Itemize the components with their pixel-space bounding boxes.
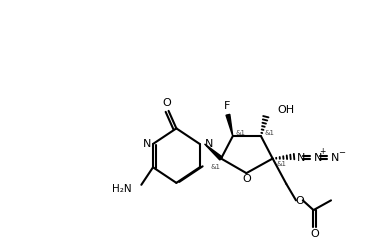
Text: H₂N: H₂N — [112, 184, 132, 194]
Text: N: N — [313, 152, 322, 163]
Text: &1: &1 — [210, 164, 220, 170]
Text: N: N — [204, 139, 213, 149]
Text: N: N — [143, 139, 151, 149]
Text: +: + — [319, 147, 326, 156]
Text: F: F — [224, 101, 230, 111]
Text: N: N — [331, 152, 339, 163]
Text: &1: &1 — [235, 130, 246, 136]
Text: O: O — [310, 229, 319, 239]
Text: O: O — [296, 196, 304, 206]
Text: O: O — [162, 98, 171, 108]
Text: OH: OH — [277, 105, 294, 115]
Text: &1: &1 — [265, 130, 275, 136]
Text: N: N — [297, 152, 305, 163]
Polygon shape — [204, 144, 222, 160]
Text: &1: &1 — [276, 161, 287, 167]
Text: −: − — [338, 148, 345, 157]
Polygon shape — [226, 114, 233, 136]
Text: O: O — [242, 174, 251, 184]
